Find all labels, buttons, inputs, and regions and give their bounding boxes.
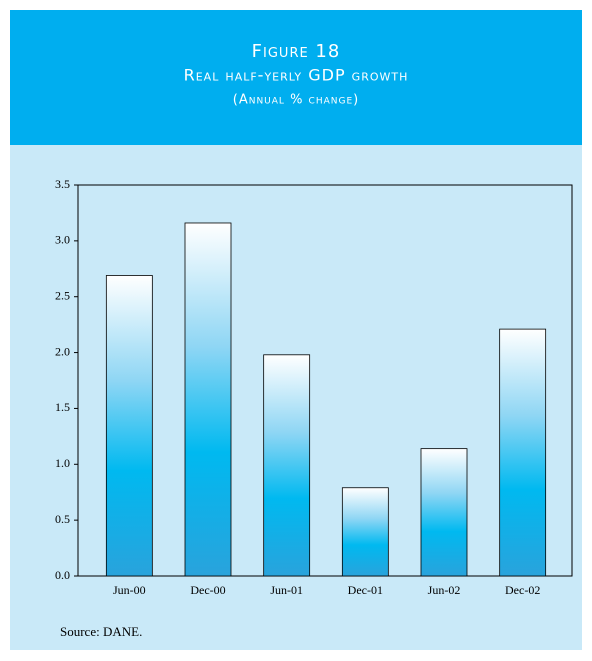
- y-tick-label: 0.5: [55, 512, 70, 526]
- x-tick-label: Dec-02: [505, 583, 540, 597]
- bar: [341, 487, 389, 577]
- x-tick-label: Dec-00: [190, 583, 225, 597]
- y-tick-label: 3.5: [55, 177, 70, 191]
- chart-subtitle: Real half-yerly GDP growth: [184, 66, 409, 85]
- y-tick-label: 0.0: [55, 568, 70, 582]
- bar: [184, 222, 232, 577]
- x-tick-label: Jun-01: [270, 583, 303, 597]
- y-tick-label: 1.5: [55, 400, 70, 414]
- y-tick-label: 2.5: [55, 288, 70, 302]
- y-tick-label: 2.0: [55, 344, 70, 358]
- bar: [105, 275, 153, 577]
- source-note: Source: DANE.: [60, 624, 142, 639]
- x-tick-label: Jun-02: [428, 583, 461, 597]
- chart-units: (Annual % change): [233, 93, 359, 108]
- bar: [499, 328, 547, 577]
- header-band: [10, 10, 582, 145]
- y-tick-label: 3.0: [55, 233, 70, 247]
- bar: [420, 448, 468, 577]
- x-tick-label: Dec-01: [348, 583, 383, 597]
- x-tick-label: Jun-00: [113, 583, 146, 597]
- chart-title: Figure 18: [252, 41, 341, 62]
- y-tick-label: 1.0: [55, 456, 70, 470]
- plot-frame: [77, 184, 573, 577]
- bar: [263, 354, 311, 577]
